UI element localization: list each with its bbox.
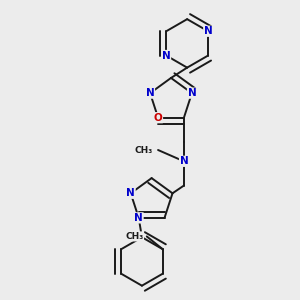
Text: CH₃: CH₃	[135, 146, 153, 154]
Text: N: N	[204, 26, 212, 36]
Text: N: N	[179, 156, 188, 166]
Text: N: N	[134, 213, 143, 223]
Text: CH₃: CH₃	[125, 232, 143, 241]
Text: N: N	[126, 188, 135, 198]
Text: N: N	[188, 88, 196, 98]
Text: N: N	[162, 50, 170, 61]
Text: N: N	[146, 88, 154, 98]
Text: O: O	[154, 113, 163, 123]
